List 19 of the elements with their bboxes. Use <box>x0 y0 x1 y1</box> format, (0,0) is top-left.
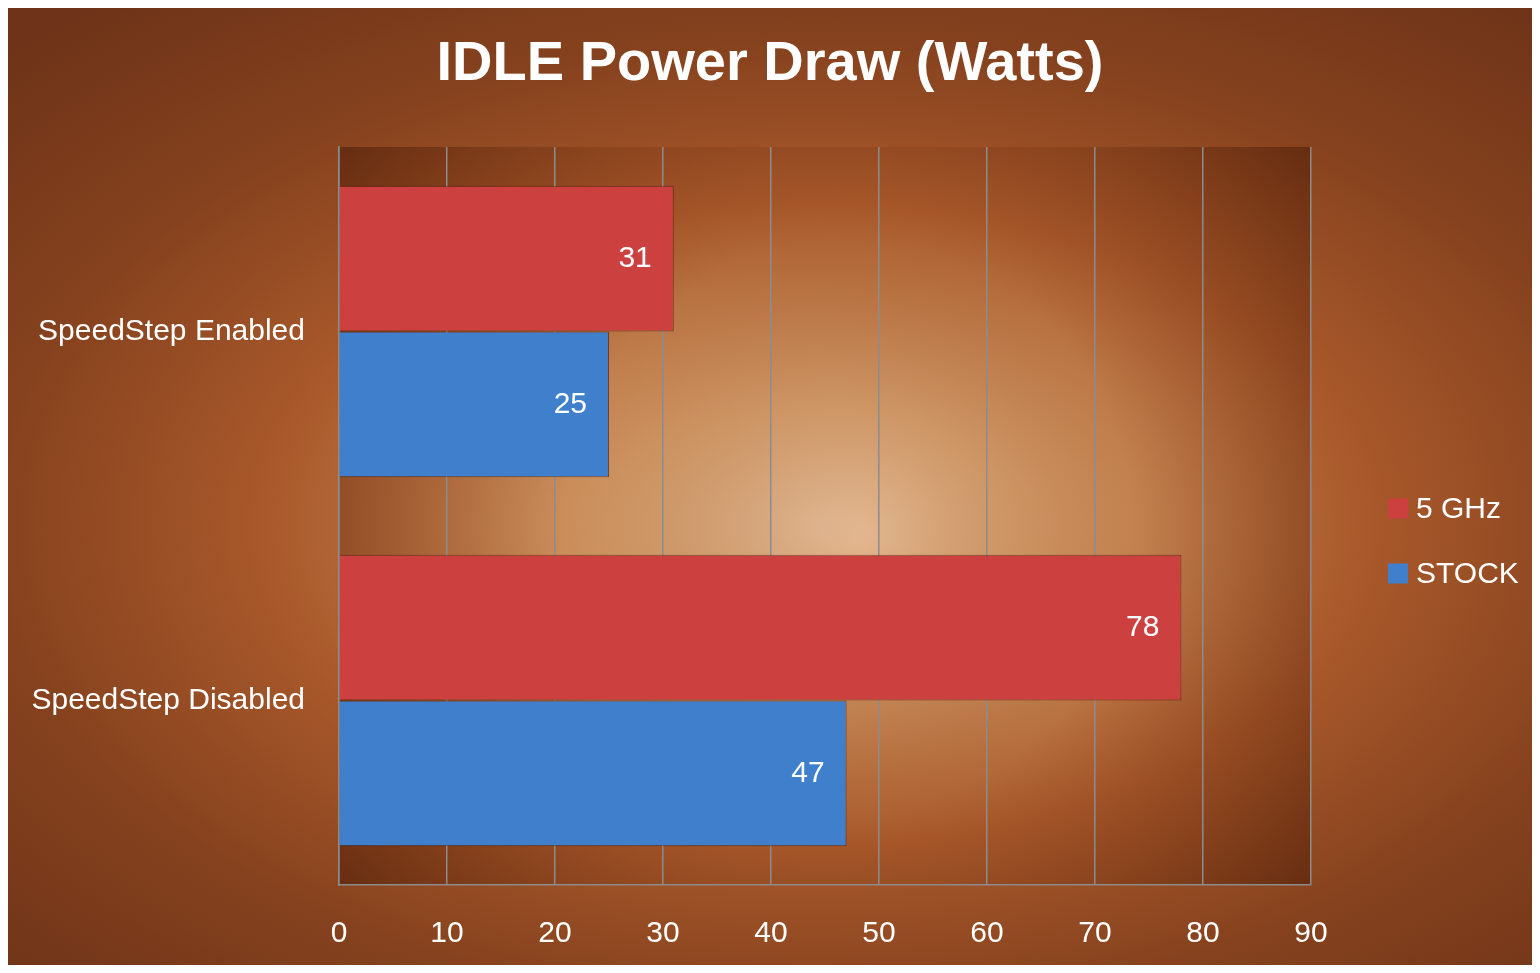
x-tick-label: 0 <box>330 915 348 949</box>
data-label: 47 <box>791 754 825 788</box>
x-tick-label: 50 <box>862 915 896 949</box>
chart-title: IDLE Power Draw (Watts) <box>436 29 1104 93</box>
data-label: 31 <box>618 239 652 273</box>
legend-label: STOCK <box>1416 555 1519 589</box>
x-tick-label: 90 <box>1294 915 1328 949</box>
data-label: 78 <box>1126 608 1160 642</box>
x-tick-label: 30 <box>646 915 680 949</box>
x-tick-label: 10 <box>430 915 464 949</box>
x-tick-label: 80 <box>1186 915 1220 949</box>
y-tick-label: SpeedStep Enabled <box>38 312 305 346</box>
y-tick-label: SpeedStep Disabled <box>31 681 305 715</box>
x-tick-label: 20 <box>538 915 572 949</box>
x-tick-label: 40 <box>754 915 788 949</box>
x-tick-label: 60 <box>970 915 1004 949</box>
data-label: 25 <box>553 385 587 419</box>
x-tick-label: 70 <box>1078 915 1112 949</box>
legend-label: 5 GHz <box>1416 490 1502 524</box>
